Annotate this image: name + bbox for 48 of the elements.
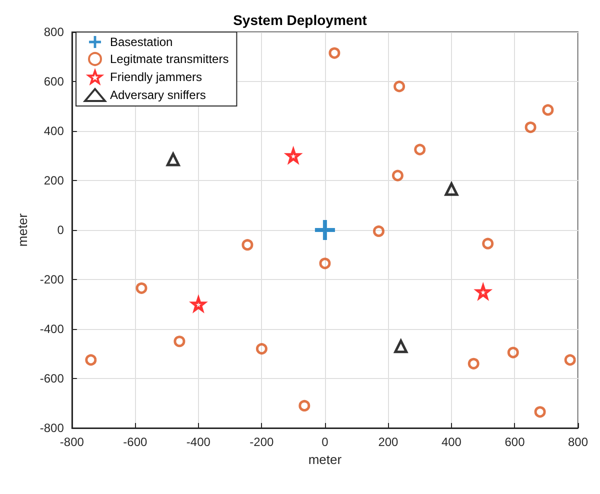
y-tick-label: -400 — [40, 322, 64, 336]
legend-label: Friendly jammers — [110, 70, 202, 84]
legend-label: Basestation — [110, 35, 173, 49]
chart-title: System Deployment — [233, 12, 368, 28]
x-tick-label: 0 — [322, 435, 329, 449]
point — [166, 152, 180, 166]
y-tick-label: 600 — [44, 74, 64, 88]
legend-label: Adversary sniffers — [110, 88, 206, 102]
point — [482, 238, 494, 250]
point — [564, 354, 576, 366]
y-tick-label: 800 — [44, 25, 64, 39]
point — [534, 406, 546, 418]
y-axis-title: meter — [15, 212, 30, 247]
point — [524, 122, 536, 134]
y-tick-label: -200 — [40, 272, 64, 286]
point — [256, 343, 268, 355]
y-tick-label: 200 — [44, 174, 64, 188]
point — [298, 400, 310, 412]
x-tick-label: -400 — [186, 435, 211, 449]
point — [414, 144, 426, 156]
x-tick-label: 200 — [378, 435, 399, 449]
x-tick-label: -600 — [123, 435, 148, 449]
point — [394, 340, 408, 354]
x-tick-label: -200 — [250, 435, 274, 449]
point — [444, 182, 458, 196]
point — [136, 282, 148, 294]
point — [392, 170, 404, 182]
point — [507, 346, 519, 358]
x-axis-title: meter — [308, 452, 342, 467]
y-tick-label: -600 — [40, 372, 64, 386]
point — [542, 104, 554, 116]
point — [242, 239, 254, 251]
point — [468, 358, 480, 370]
x-tick-label: 800 — [568, 435, 588, 449]
point — [319, 258, 331, 270]
y-tick-label: 400 — [44, 124, 64, 138]
point — [394, 80, 406, 92]
x-tick-label: 400 — [441, 435, 462, 449]
y-tick-label: -800 — [40, 421, 64, 435]
legend-label: Legitmate transmitters — [110, 52, 229, 66]
point — [314, 220, 335, 240]
point — [85, 354, 97, 366]
point — [328, 47, 340, 59]
x-tick-label: 600 — [504, 435, 526, 449]
y-tick-label: 0 — [57, 223, 64, 237]
x-tick-label: -800 — [60, 435, 84, 449]
point — [372, 225, 384, 237]
point — [174, 336, 186, 348]
